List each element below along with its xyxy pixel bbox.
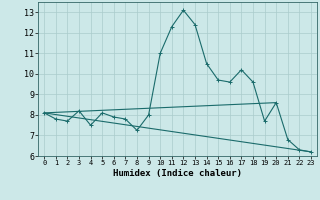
X-axis label: Humidex (Indice chaleur): Humidex (Indice chaleur): [113, 169, 242, 178]
